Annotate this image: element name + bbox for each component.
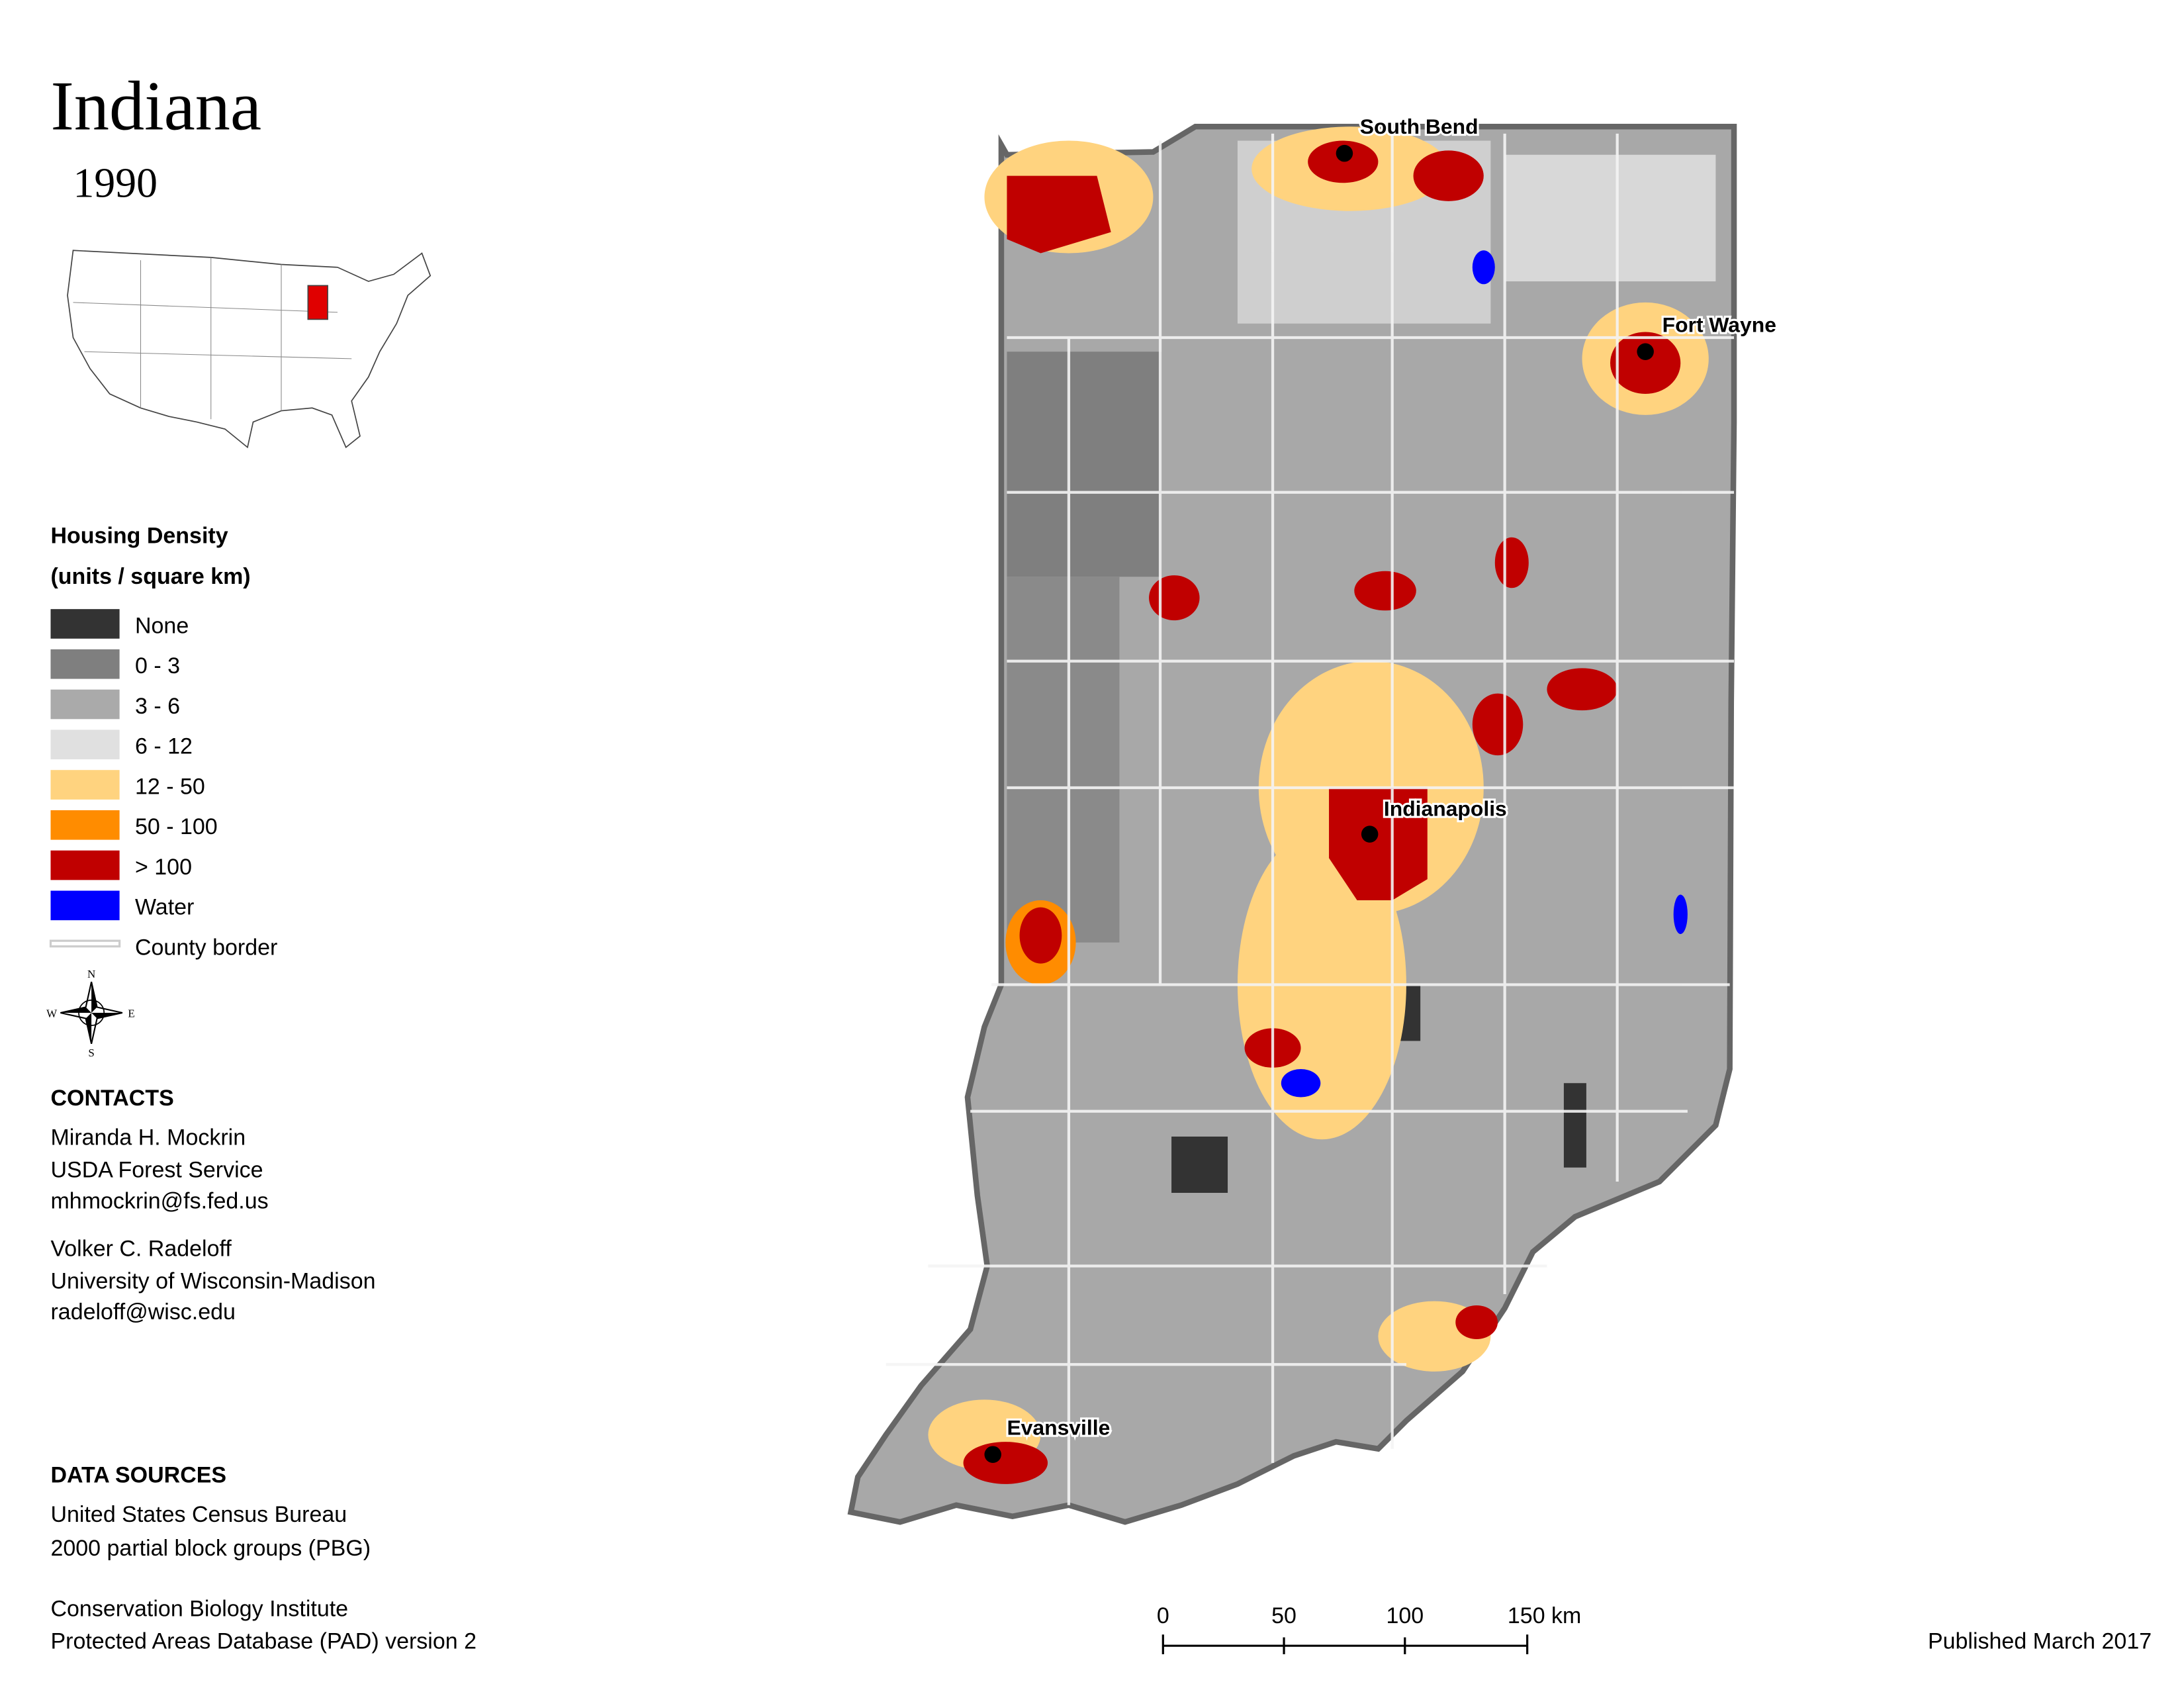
city-label: South Bend xyxy=(1360,115,1479,138)
compass: N S E W xyxy=(46,968,135,1059)
scale-bar: 0 50 100 150 km xyxy=(1157,1603,1581,1654)
year: 1990 xyxy=(73,160,157,207)
source-line: United States Census Bureau xyxy=(50,1502,347,1527)
title: Indiana xyxy=(50,67,261,145)
published: Published March 2017 xyxy=(1928,1628,2152,1654)
legend-swatch xyxy=(50,890,120,921)
legend-title: Housing Density xyxy=(50,523,228,548)
scale-label: 0 xyxy=(1157,1603,1169,1628)
legend-label: 50 - 100 xyxy=(135,814,218,839)
legend-line xyxy=(49,939,121,948)
scale-label: 150 km xyxy=(1508,1603,1581,1628)
legend-swatch xyxy=(50,850,120,880)
legend: None 0 - 3 3 - 6 6 - 12 12 - 50 50 - 100 > 100… xyxy=(49,609,277,960)
sources: United States Census Bureau 2000 partial… xyxy=(50,1502,477,1654)
contact-line: USDA Forest Service xyxy=(50,1158,263,1183)
legend-subtitle: (units / square km) xyxy=(50,564,250,589)
city-label: Indianapolis xyxy=(1384,797,1507,821)
compass-s: S xyxy=(88,1047,94,1059)
source-line: Protected Areas Database (PAD) version 2 xyxy=(50,1628,477,1654)
legend-swatch xyxy=(50,810,120,840)
legend-label: 0 - 3 xyxy=(135,653,180,679)
legend-label: None xyxy=(135,613,189,638)
sources-title: DATA SOURCES xyxy=(50,1463,226,1488)
us-inset xyxy=(67,250,432,449)
compass-w: W xyxy=(46,1007,57,1019)
legend-swatch xyxy=(50,609,120,639)
scale-label: 50 xyxy=(1271,1603,1297,1628)
legend-swatch xyxy=(50,770,120,800)
contact-line: Volker C. Radeloff xyxy=(50,1237,232,1262)
legend-label: County border xyxy=(135,935,277,960)
contact-line: mhmockrin@fs.fed.us xyxy=(50,1188,268,1213)
legend-swatch xyxy=(50,729,120,760)
scale-label: 100 xyxy=(1386,1603,1424,1628)
legend-swatch xyxy=(50,689,120,720)
contacts: Miranda H. Mockrin USDA Forest Service m… xyxy=(50,1125,375,1325)
compass-n: N xyxy=(87,968,95,980)
city-label: Evansville xyxy=(1007,1415,1110,1439)
contacts-title: CONTACTS xyxy=(50,1086,173,1111)
legend-label: 12 - 50 xyxy=(135,774,205,799)
city-label: Fort Wayne xyxy=(1662,313,1776,337)
legend-swatch xyxy=(50,649,120,679)
contact-line: Miranda H. Mockrin xyxy=(50,1125,246,1150)
compass-e: E xyxy=(128,1007,134,1019)
legend-label: > 100 xyxy=(135,855,192,880)
source-line: Conservation Biology Institute xyxy=(50,1597,348,1622)
legend-label: Water xyxy=(135,895,194,920)
indiana-map: South Bend Fort Wayne Indianapolis Evans… xyxy=(847,113,1778,1525)
contact-line: radeloff@wisc.edu xyxy=(50,1299,235,1325)
legend-label: 3 - 6 xyxy=(135,694,180,719)
legend-label: 6 - 12 xyxy=(135,734,193,759)
source-line: 2000 partial block groups (PBG) xyxy=(50,1536,371,1561)
contact-line: University of Wisconsin-Madison xyxy=(50,1268,375,1293)
